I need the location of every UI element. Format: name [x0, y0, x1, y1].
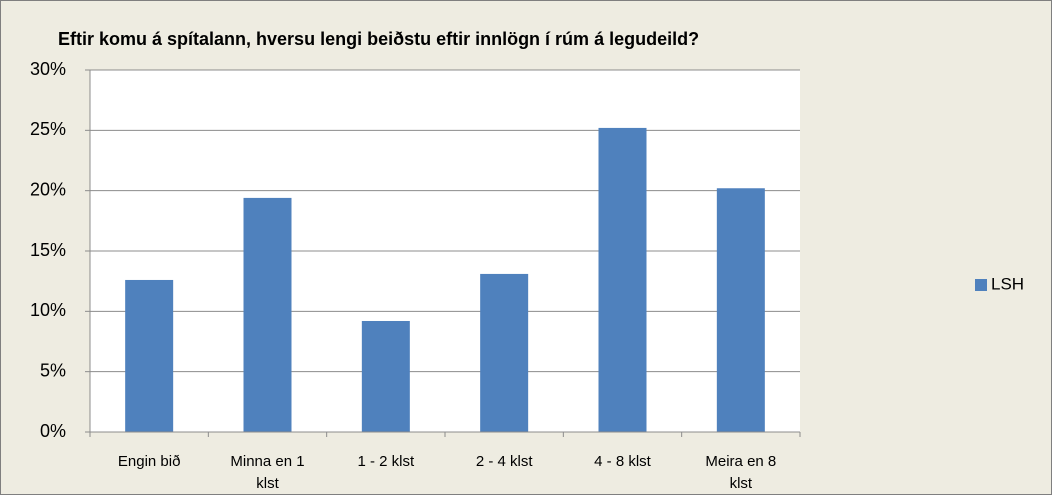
chart-title: Eftir komu á spítalann, hversu lengi bei… — [58, 29, 699, 49]
y-tick-label: 20% — [30, 179, 66, 199]
y-tick-label: 0% — [40, 421, 66, 441]
bar — [125, 279, 174, 432]
y-tick-label: 5% — [40, 360, 66, 380]
x-tick-label: Engin bið — [118, 453, 181, 470]
x-tick-label: 1 - 2 klst — [357, 453, 415, 470]
bar — [716, 188, 765, 432]
x-tick-label: Minna en 1 klst — [230, 453, 304, 492]
bar — [361, 320, 410, 432]
x-tick-label: Meira en 8 klst — [705, 453, 776, 492]
bar — [243, 197, 292, 432]
legend-label: LSH — [991, 274, 1024, 293]
y-tick-label: 10% — [30, 300, 66, 320]
bar — [480, 273, 529, 432]
x-tick-label: 4 - 8 klst — [594, 453, 652, 470]
y-tick-label: 15% — [30, 240, 66, 260]
x-tick-label: 2 - 4 klst — [476, 453, 534, 470]
y-tick-label: 25% — [30, 119, 66, 139]
y-tick-label: 30% — [30, 59, 66, 79]
legend-swatch — [975, 279, 987, 291]
bar — [598, 127, 647, 433]
